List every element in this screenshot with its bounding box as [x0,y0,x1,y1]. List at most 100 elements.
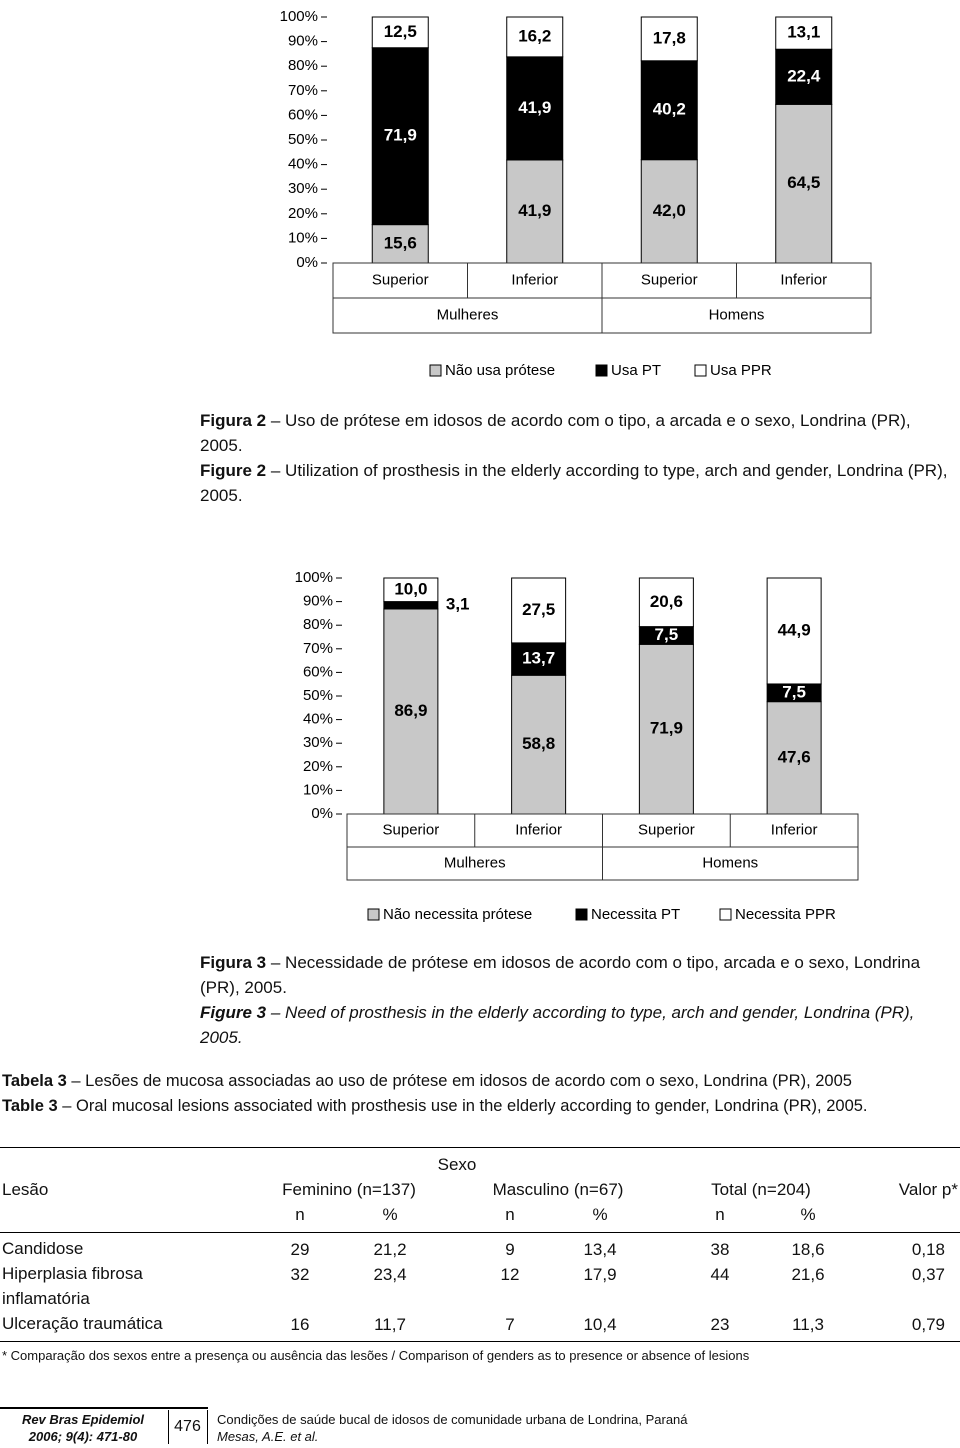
footer-rule [0,1407,208,1409]
group-label: Mulheres [444,854,506,871]
bar-segment [511,577,567,644]
table-cell: 16 [290,1315,310,1334]
table-cell: 0,79 [911,1315,945,1334]
table-rule [0,1341,960,1342]
value-label: 47,6 [778,747,811,766]
bar-segment [506,16,564,58]
caption-label: Figura 2 [200,411,267,430]
footer-page: 476 [174,1418,201,1435]
bar-segment [506,56,564,161]
value-label: 3,1 [446,595,470,614]
value-label: 71,9 [384,126,417,145]
table-cell: Hiperplasia fibrosa inflamatória [2,1264,143,1308]
value-label: 7,5 [655,625,679,644]
x-tick-label: Inferior [780,271,827,288]
y-tick-label: 100% [295,569,333,586]
table-cell: 9 [505,1240,515,1259]
footer-divider [207,1410,208,1444]
value-label: 22,4 [787,66,821,85]
y-tick-label: 20% [303,758,333,775]
y-tick-label: 50% [288,131,318,148]
value-label: 16,2 [518,26,551,45]
legend-label: Não usa prótese [445,362,555,379]
table-cell: 10,4 [583,1315,617,1334]
value-label: 13,1 [787,23,820,42]
table-rule [0,1232,960,1233]
table-cell: Lesão [2,1180,49,1199]
table-cell: n [295,1205,305,1224]
x-tick-label: Superior [372,271,429,288]
table-cell: % [592,1205,608,1224]
table-cell: 17,9 [583,1265,617,1284]
value-label: 27,5 [522,600,555,619]
bar-segment [766,577,822,685]
caption-label: Figure 2 [200,461,267,480]
bar-segment [640,60,698,161]
caption-text: – Necessidade de prótese em idosos de ac… [200,953,921,997]
table-cell: 38 [710,1240,730,1259]
y-tick-label: 10% [288,229,318,246]
footer-journal: Rev Bras Epidemiol [21,1412,145,1427]
table-cell: 11,7 [374,1315,406,1334]
table-cell: Sexo [437,1155,477,1174]
table-footnote: * Comparação dos sexos entre a presença … [2,1348,750,1363]
x-tick-label: Inferior [511,271,558,288]
table-title-text: – Lesões de mucosa associadas ao uso de … [71,1072,852,1090]
footer-title: Condições de saúde bucal de idosos de co… [217,1412,688,1427]
group-label: Mulheres [437,306,499,323]
bar-segment [775,16,833,50]
table-cell: Masculino (n=67) [492,1180,624,1199]
value-label: 86,9 [394,701,427,720]
bar-segment [775,48,833,105]
group-label: Homens [702,854,758,871]
value-label: 15,6 [384,233,417,252]
y-tick-label: 30% [288,180,318,197]
y-tick-label: 80% [303,616,333,633]
value-label: 7,5 [782,682,806,701]
value-label: 20,6 [650,592,683,611]
table-cell: Feminino (n=137) [282,1180,416,1199]
caption-label: Figura 3 [200,953,267,972]
table-cell: 23 [710,1315,730,1334]
table-title: Tabela 3 – Lesões de mucosa associadas a… [2,1072,852,1091]
legend-label: Usa PT [611,362,661,379]
legend-label: Não necessita prótese [383,906,532,923]
table-cell: n [715,1205,725,1224]
table-cell: % [800,1205,816,1224]
footer-authors: Mesas, A.E. et al. [217,1429,319,1444]
legend-swatch [367,908,380,921]
table-cell: 13,4 [583,1240,617,1259]
value-label: 12,5 [384,22,417,41]
value-label: 41,9 [518,98,551,117]
figure-caption: Figura 2 – Uso de prótese em idosos de a… [200,408,950,508]
y-tick-label: 80% [288,57,318,74]
footer-divider [168,1410,169,1444]
bar-segment [383,601,439,610]
y-tick-label: 20% [288,205,318,222]
bar-segment [371,224,429,264]
table-cell: Ulceração traumática [2,1314,163,1333]
table-title-text: – Oral mucosal lesions associated with p… [62,1097,868,1115]
y-tick-label: 0% [311,805,333,822]
table-cell: 7 [505,1315,515,1334]
table-title: Table 3 – Oral mucosal lesions associate… [2,1097,868,1116]
bar-segment [383,577,439,603]
bar-segment [371,47,429,226]
table-cell: 0,18 [911,1240,945,1259]
caption-label: Figure 3 [200,1003,267,1022]
y-tick-label: 60% [303,663,333,680]
y-tick-label: 90% [288,33,318,50]
bar-segment [506,159,564,264]
value-label: 17,8 [653,28,686,47]
table-cell: 11,3 [792,1315,824,1334]
x-tick-label: Inferior [771,821,818,838]
table-cell: 21,6 [791,1265,825,1284]
table-label: Tabela 3 [2,1072,67,1090]
table-cell: 29 [290,1240,310,1259]
y-tick-label: 100% [280,8,318,25]
bar-segment [766,701,822,815]
caption-text: – Utilization of prosthesis in the elder… [200,461,948,505]
legend-swatch [429,364,442,377]
